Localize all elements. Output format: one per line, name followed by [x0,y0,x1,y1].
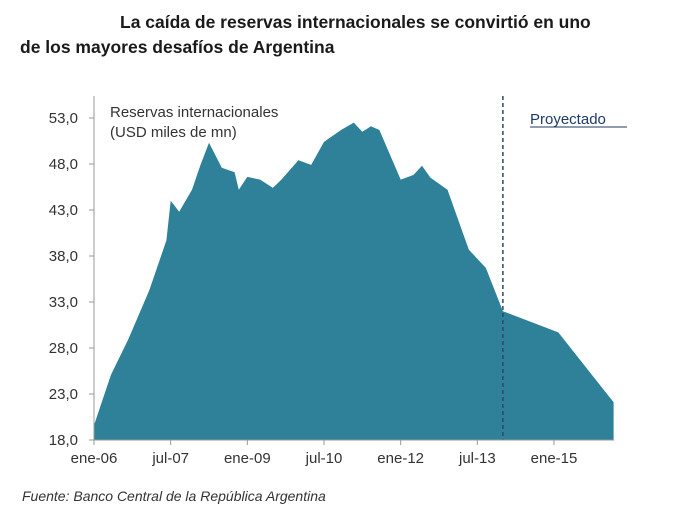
y-tick-label: 38,0 [49,248,78,265]
x-tick-label: ene-15 [531,450,578,467]
projection-label: Proyectado [530,111,606,128]
chart-title-line-2: de los mayores desafíos de Argentina [20,37,335,57]
x-tick-label: jul-10 [305,450,343,467]
y-tick-label: 43,0 [49,202,78,219]
y-tick-label: 48,0 [49,156,78,173]
reserves-area [94,122,614,440]
y-tick-label: 28,0 [49,340,78,357]
x-tick-label: ene-06 [71,450,118,467]
series-label-line-2: (USD miles de mn) [110,124,237,141]
y-tick-label: 23,0 [49,386,78,403]
x-tick-label: ene-09 [224,450,271,467]
y-tick-label: 33,0 [49,294,78,311]
series-label-line-1: Reservas internacionales [110,104,278,121]
y-tick-label: 53,0 [49,110,78,127]
y-tick-label: 18,0 [49,432,78,449]
chart-title-line-1: La caída de reservas internacionales se … [120,12,591,32]
source-note: Fuente: Banco Central de la República Ar… [22,488,326,504]
area-series [94,122,614,440]
x-tick-label: jul-07 [151,450,189,467]
x-tick-label: ene-12 [377,450,424,467]
chart-title: La caída de reservas internacionales se … [20,10,680,60]
x-tick-label: jul-13 [458,450,496,467]
